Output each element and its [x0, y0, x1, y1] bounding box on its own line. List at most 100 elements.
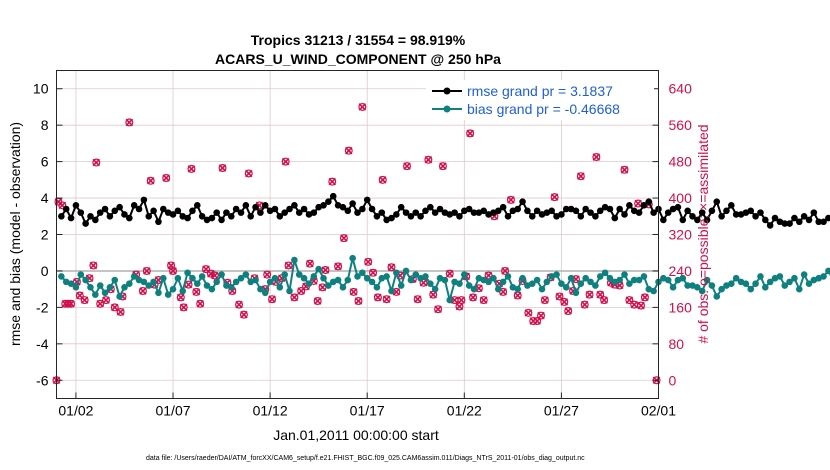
rmse-point	[417, 212, 424, 220]
rmse-point	[116, 203, 123, 211]
rmse-point	[694, 216, 701, 224]
obs-possible-marker	[239, 310, 248, 319]
obs-possible-marker	[92, 158, 101, 167]
obs-assimilated-marker	[537, 311, 545, 320]
obs-possible-marker	[600, 296, 609, 305]
obs-marker	[67, 299, 76, 308]
obs-possible-marker	[378, 175, 387, 184]
bias-point	[354, 273, 361, 280]
bias-point	[373, 284, 381, 291]
bias-point	[218, 271, 225, 278]
obs-marker	[187, 164, 196, 173]
obs-possible-marker	[524, 308, 533, 317]
rmse-point	[494, 207, 502, 215]
bias-point	[164, 291, 172, 298]
bias-point	[606, 274, 614, 282]
obs-assimilated-marker	[110, 303, 119, 312]
rmse-point	[237, 209, 245, 216]
rmse-point	[223, 209, 230, 216]
bias-point	[271, 274, 279, 282]
rmse-point	[72, 202, 80, 209]
rmse-point	[111, 207, 119, 215]
obs-assimilated-marker	[102, 296, 110, 304]
bias-point	[295, 271, 303, 278]
obs-possible-marker	[550, 193, 559, 202]
rmse-point	[514, 205, 522, 213]
obs-possible-marker	[576, 172, 585, 181]
obs-marker	[125, 118, 134, 127]
obs-possible-marker	[413, 295, 422, 304]
rmse-point	[106, 212, 114, 220]
obs-possible-marker	[142, 266, 151, 275]
obs-marker	[344, 146, 353, 155]
obs-marker	[281, 157, 290, 166]
bias-point	[252, 276, 259, 284]
obs-marker	[179, 303, 188, 312]
obs-assimilated-marker	[364, 258, 372, 266]
obs-possible-marker	[75, 291, 84, 300]
obs-marker	[560, 297, 569, 306]
rmse-point	[650, 209, 657, 216]
obs-assimilated-marker	[382, 295, 391, 303]
obs-marker	[592, 153, 601, 162]
bias-point	[431, 285, 439, 293]
bias-point	[276, 284, 284, 291]
bias-point	[708, 282, 716, 289]
obs-possible-marker	[116, 307, 125, 316]
obs-assimilated-marker	[577, 172, 585, 180]
rmse-point	[616, 205, 623, 213]
bias-point	[713, 293, 721, 300]
bias-point	[412, 271, 420, 278]
obs-possible-marker	[344, 146, 353, 155]
obs-assimilated-marker	[184, 280, 193, 289]
bias-point	[601, 269, 609, 277]
rmse-point	[291, 202, 298, 209]
bias-point	[169, 285, 177, 293]
rmse-point	[698, 209, 706, 216]
obs-marker	[349, 287, 358, 296]
obs-marker	[506, 195, 515, 204]
obs-marker	[382, 295, 391, 304]
obs-assimilated-marker	[374, 293, 382, 302]
bias-point	[325, 282, 332, 289]
obs-assimilated-marker	[600, 296, 608, 304]
rmse-point	[703, 216, 711, 224]
y-tick-label: 10	[33, 81, 49, 97]
obs-assimilated-marker	[434, 305, 442, 313]
bias-point	[732, 274, 740, 282]
obs-marker	[501, 266, 510, 275]
obs-marker	[162, 174, 171, 183]
obs-possible-marker	[202, 265, 211, 274]
obs-assimilated-marker	[290, 293, 299, 302]
grid-layer	[56, 70, 659, 399]
bias-point	[630, 276, 638, 284]
obs-possible-marker	[620, 165, 629, 174]
obs-assimilated-marker	[369, 269, 377, 277]
obs-possible-marker	[125, 118, 134, 127]
obs-marker	[358, 102, 367, 111]
obs-assimilated-marker	[146, 176, 155, 185]
obs-possible-marker	[479, 296, 488, 305]
rmse-point	[412, 209, 420, 216]
rmse-point	[87, 212, 94, 220]
obs-assimilated-marker	[439, 162, 447, 170]
obs-possible-marker	[403, 162, 412, 171]
bias-point	[383, 273, 390, 280]
bias-point	[640, 273, 648, 280]
obs-assimilated-marker	[560, 298, 569, 306]
rmse-point	[723, 207, 730, 215]
obs-marker	[169, 266, 178, 275]
bias-point	[825, 267, 830, 275]
obs-marker	[80, 296, 89, 305]
rmse-point	[300, 205, 308, 213]
obs-possible-marker	[637, 301, 646, 310]
y-right-tick-label: 640	[669, 81, 693, 97]
obs-possible-marker	[58, 201, 67, 210]
bias-point	[291, 256, 298, 264]
obs-possible-marker	[585, 290, 594, 299]
rmse-point	[635, 209, 643, 216]
rmse-line	[60, 194, 830, 228]
bias-point	[155, 289, 162, 297]
rmse-point	[281, 209, 288, 216]
rmse-point	[431, 209, 439, 216]
